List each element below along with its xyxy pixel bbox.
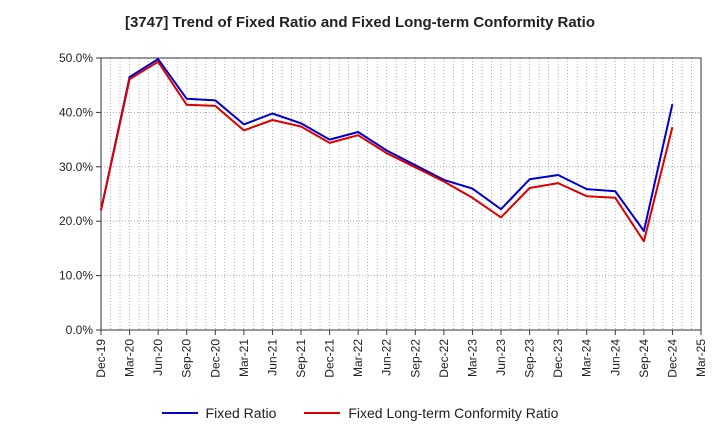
x-tick-label: Dec-20: [208, 339, 222, 378]
x-tick-label: Mar-20: [123, 339, 137, 377]
plot-frame: [100, 57, 702, 331]
legend-item-fixed-ratio: Fixed Ratio: [161, 405, 277, 421]
x-tick-label: Mar-25: [694, 339, 708, 377]
x-tick-label: Jun-22: [380, 339, 394, 376]
chart-title: [3747] Trend of Fixed Ratio and Fixed Lo…: [124, 14, 596, 31]
x-tick-label: Jun-20: [151, 339, 165, 376]
legend-swatch-fixed-long-term-conformity-ratio: [304, 412, 341, 414]
x-tick-label: Jun-21: [265, 339, 279, 376]
legend-item-fixed-long-term-conformity-ratio: Fixed Long-term Conformity Ratio: [304, 405, 558, 421]
x-tick-label: Dec-21: [323, 339, 337, 378]
x-tick-label: Dec-19: [94, 339, 108, 378]
series-line-fixed-long-term-conformity-ratio: [100, 60, 674, 243]
x-tick-label: Dec-24: [665, 339, 679, 378]
x-tick-label: Jun-23: [494, 339, 508, 376]
series-lines: [100, 58, 674, 243]
legend-label-fixed-long-term-conformity-ratio: Fixed Long-term Conformity Ratio: [348, 405, 559, 421]
y-tick-label: 0.0%: [66, 323, 94, 337]
x-tick-label: Jun-24: [608, 339, 622, 376]
legend: Fixed Ratio Fixed Long-term Conformity R…: [0, 405, 720, 421]
x-tick-label: Mar-22: [351, 339, 365, 377]
series-line-fixed-ratio: [100, 58, 674, 232]
y-tick-label: 40.0%: [59, 105, 93, 119]
x-tick-label: Sep-22: [408, 339, 422, 378]
x-tick-label: Mar-21: [237, 339, 251, 377]
legend-label-fixed-ratio: Fixed Ratio: [205, 405, 277, 421]
y-tick-label: 50.0%: [59, 51, 93, 65]
y-tick-label: 10.0%: [59, 269, 93, 283]
x-tick-label: Mar-24: [580, 339, 594, 377]
axes: [96, 57, 702, 335]
x-tick-label: Sep-23: [523, 339, 537, 378]
y-tick-label: 20.0%: [59, 214, 93, 228]
x-tick-label: Dec-23: [551, 339, 565, 378]
x-tick-label: Dec-22: [437, 339, 451, 378]
y-tick-label: 30.0%: [59, 160, 93, 174]
x-tick-label: Sep-20: [180, 339, 194, 378]
x-tick-label: Sep-24: [637, 339, 651, 378]
x-tick-label: Mar-23: [465, 339, 479, 377]
legend-swatch-fixed-ratio: [161, 412, 198, 414]
x-tick-label: Sep-21: [294, 339, 308, 378]
tick-labels: 0.0% 10.0% 20.0% 30.0% 40.0% 50.0% Dec-19 Mar-2…: [59, 51, 708, 378]
